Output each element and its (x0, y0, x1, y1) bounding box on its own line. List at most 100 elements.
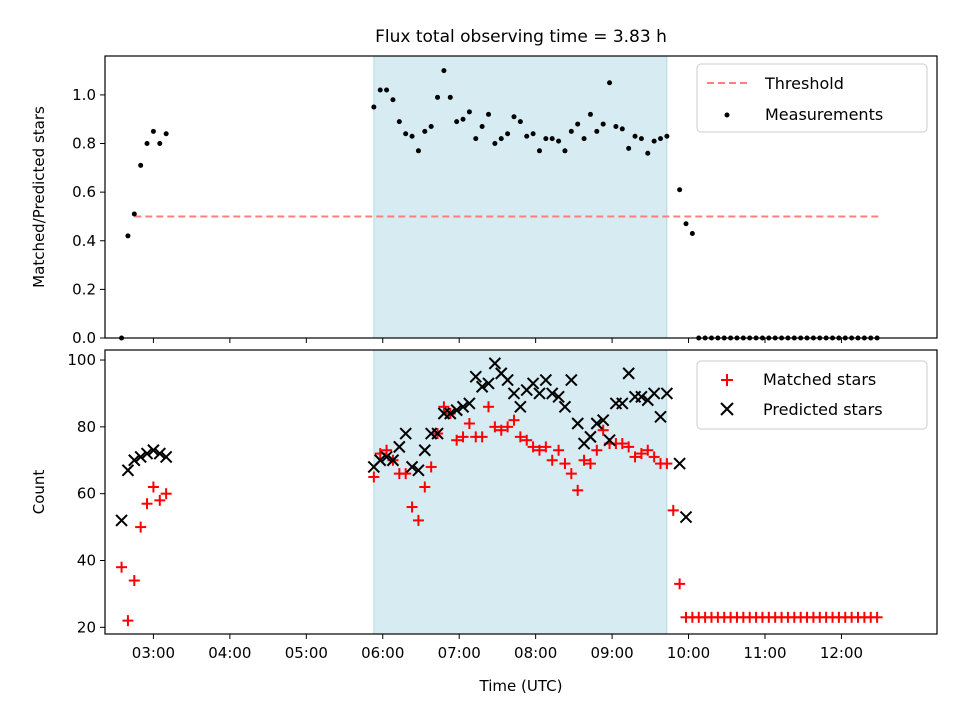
predicted-star-point (140, 447, 154, 460)
matched-star-point (648, 451, 660, 463)
bottom-legend: Matched stars Predicted stars (696, 360, 928, 430)
measurement-point (454, 119, 460, 125)
top-y-axis-label: Matched/Predicted stars (30, 106, 48, 288)
predicted-star-point (431, 427, 444, 440)
matched-star-point (438, 401, 450, 413)
y-tick-label: 1.0 (72, 86, 96, 104)
predicted-star-point (393, 440, 406, 454)
measurement-point (384, 87, 390, 93)
measurement-point (645, 150, 651, 156)
measurement-point (498, 136, 504, 142)
y-tick-label: 0.4 (72, 232, 96, 250)
legend-measurements-label: Measurements (765, 105, 883, 124)
measurement-point (568, 128, 574, 134)
matched-star-point (476, 431, 488, 443)
matched-star-point (122, 615, 134, 627)
matched-star-point (425, 461, 437, 473)
y-tick-label: 0.8 (72, 135, 96, 153)
measurement-point (619, 126, 625, 132)
measurement-point (638, 136, 644, 142)
predicted-star-point (456, 400, 470, 414)
y-tick-label: 0.0 (72, 329, 96, 347)
matched-star-point (546, 454, 558, 466)
x-tick-label: 05:00 (285, 644, 328, 662)
measurement-point (530, 131, 536, 137)
predicted-star-point (380, 450, 393, 464)
matched-star-point (584, 458, 596, 470)
predicted-star-point (463, 397, 476, 410)
matched-star-point (412, 514, 424, 526)
matched-star-point (128, 575, 140, 587)
bottom-y-axis-ticks: 20 40 60 80 100 (67, 351, 105, 636)
matched-star-point (521, 434, 533, 446)
measurement-point (131, 211, 137, 217)
bottom-observing-window (373, 349, 668, 635)
matched-star-point (559, 458, 571, 470)
predicted-star-point (635, 390, 648, 403)
matched-star-point (381, 444, 393, 456)
measurement-point (396, 119, 402, 125)
x-tick-label: 04:00 (208, 644, 251, 662)
predicted-star-point (514, 400, 527, 414)
predicted-star-point (128, 454, 141, 467)
bottom-y-axis-label: Count (30, 470, 48, 515)
predicted-star-point (418, 444, 432, 457)
measurement-point (473, 136, 479, 142)
predicted-star-point (469, 370, 482, 383)
measurement-point (511, 114, 517, 120)
matched-star-point (502, 421, 514, 433)
measurement-point (150, 128, 156, 134)
measurement-point (157, 141, 163, 147)
matched-star-point (116, 561, 128, 573)
predicted-star-point (134, 450, 147, 464)
matched-star-point (565, 468, 577, 480)
predicted-star-point (565, 373, 578, 387)
predicted-star-point (590, 417, 604, 430)
measurement-point (632, 133, 638, 139)
matched-star-point (553, 444, 565, 456)
predicted-star-point (412, 464, 425, 477)
predicted-star-point (115, 514, 128, 527)
matched-star-point (578, 454, 590, 466)
measurement-point (390, 97, 396, 103)
measurement-point (664, 133, 670, 139)
measurement-point (683, 221, 689, 227)
predicted-star-point (374, 454, 387, 467)
top-observing-window (373, 55, 668, 339)
y-tick-label: 0.2 (72, 280, 96, 298)
measurement-point (600, 121, 606, 127)
measurement-point (492, 141, 498, 147)
measurement-point (594, 128, 600, 134)
matched-star-point (871, 611, 883, 623)
predicted-star-point (159, 450, 173, 464)
matched-star-point (451, 434, 463, 446)
matched-star-point (400, 468, 412, 480)
measurement-point (138, 162, 144, 168)
y-tick-label: 60 (77, 485, 96, 503)
predicted-star-point (153, 447, 166, 460)
measurement-point (562, 148, 568, 154)
measurement-point (536, 148, 542, 154)
predicted-star-point (571, 417, 584, 430)
matched-star-point (463, 418, 475, 430)
measurement-point (651, 138, 657, 144)
predicted-star-point (660, 387, 674, 400)
measurement-point (377, 87, 383, 93)
measurement-point (549, 136, 555, 142)
matched-star-point (629, 451, 641, 463)
matched-star-point (406, 501, 418, 513)
matched-star-point (597, 424, 609, 436)
measurement-point (581, 136, 587, 142)
predicted-star-point (475, 380, 489, 393)
predicted-star-point (386, 454, 400, 467)
x-tick-label: 06:00 (361, 644, 404, 662)
legend-matched-swatch (721, 374, 733, 386)
matched-star-point (419, 481, 431, 493)
matched-star-point (141, 498, 153, 510)
predicted-star-point (488, 357, 502, 370)
measurement-point (587, 111, 593, 117)
bottom-x-axis-label: Time (UTC) (479, 677, 563, 695)
top-plot-frame (104, 55, 938, 339)
top-panel: 0.0 0.2 0.4 0.6 0.8 1.0 Matched/Predicted sta… (30, 55, 938, 347)
